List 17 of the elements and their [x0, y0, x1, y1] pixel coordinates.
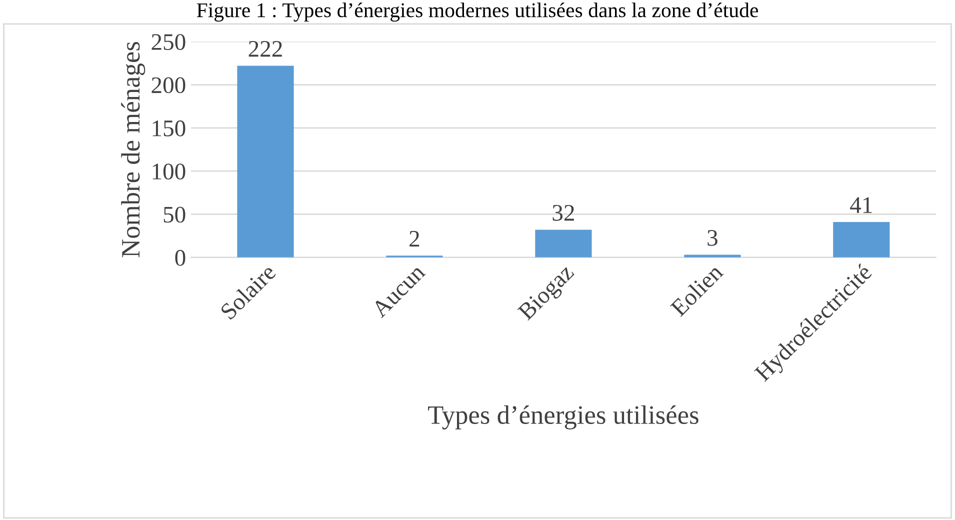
y-tick-label: 0: [175, 250, 186, 266]
y-axis-title: Nombre de ménages: [121, 42, 146, 258]
data-label: 222: [248, 40, 282, 57]
data-label: 2: [410, 230, 420, 246]
data-label: 41: [850, 197, 872, 213]
y-tick-label: 250: [152, 34, 186, 50]
y-tick-label: 200: [152, 77, 186, 94]
y-tick-label: 100: [152, 164, 186, 180]
x-axis-title: Types d’énergies utilisées: [428, 405, 698, 430]
chart-title: Figure 1 : Types d’énergies modernes utilisées dans la zone d’étude: [196, 2, 758, 22]
y-tick-label: 150: [152, 120, 186, 136]
bar: [237, 66, 294, 258]
data-label: 32: [552, 204, 574, 221]
bar: [535, 230, 592, 258]
y-tick-label: 50: [164, 206, 186, 223]
bar: [833, 222, 890, 258]
data-label: 3: [708, 230, 718, 246]
